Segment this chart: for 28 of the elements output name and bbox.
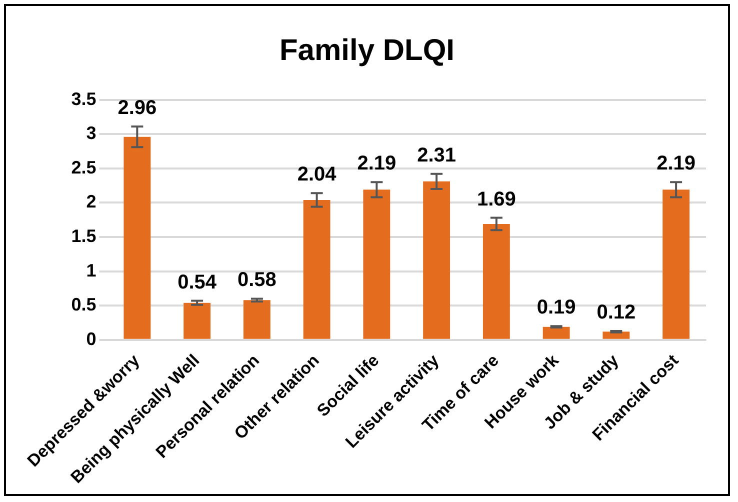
data-label: 2.04 [297, 164, 338, 186]
y-tick-label: 0 [86, 328, 96, 349]
data-label: 0.12 [596, 301, 636, 324]
data-label: 1.69 [476, 188, 516, 210]
y-tick-label: 2 [86, 192, 96, 212]
chart-title: Family DLQI [278, 34, 456, 68]
data-label: 0.19 [536, 296, 576, 319]
bar [303, 200, 330, 339]
data-label: 2.19 [656, 152, 696, 175]
bar [482, 224, 510, 339]
y-tick-label: 2.5 [71, 157, 96, 178]
bar [542, 326, 570, 339]
y-tick-label: 1.5 [71, 226, 96, 246]
bar [662, 190, 690, 339]
y-tick-label: 1 [86, 260, 96, 280]
data-label: 0.58 [237, 269, 276, 292]
y-tick-label: 0.5 [71, 294, 96, 315]
data-label: 2.96 [118, 97, 157, 120]
y-tick-label: 3 [86, 123, 96, 144]
bar [363, 190, 390, 339]
data-label: 2.31 [417, 144, 456, 166]
data-label: 2.19 [357, 152, 396, 175]
y-tick-label: 3.5 [71, 88, 96, 109]
bar [184, 302, 211, 339]
bar [243, 300, 270, 339]
bar [124, 136, 151, 339]
data-label: 0.54 [178, 271, 218, 294]
bar [423, 181, 450, 339]
